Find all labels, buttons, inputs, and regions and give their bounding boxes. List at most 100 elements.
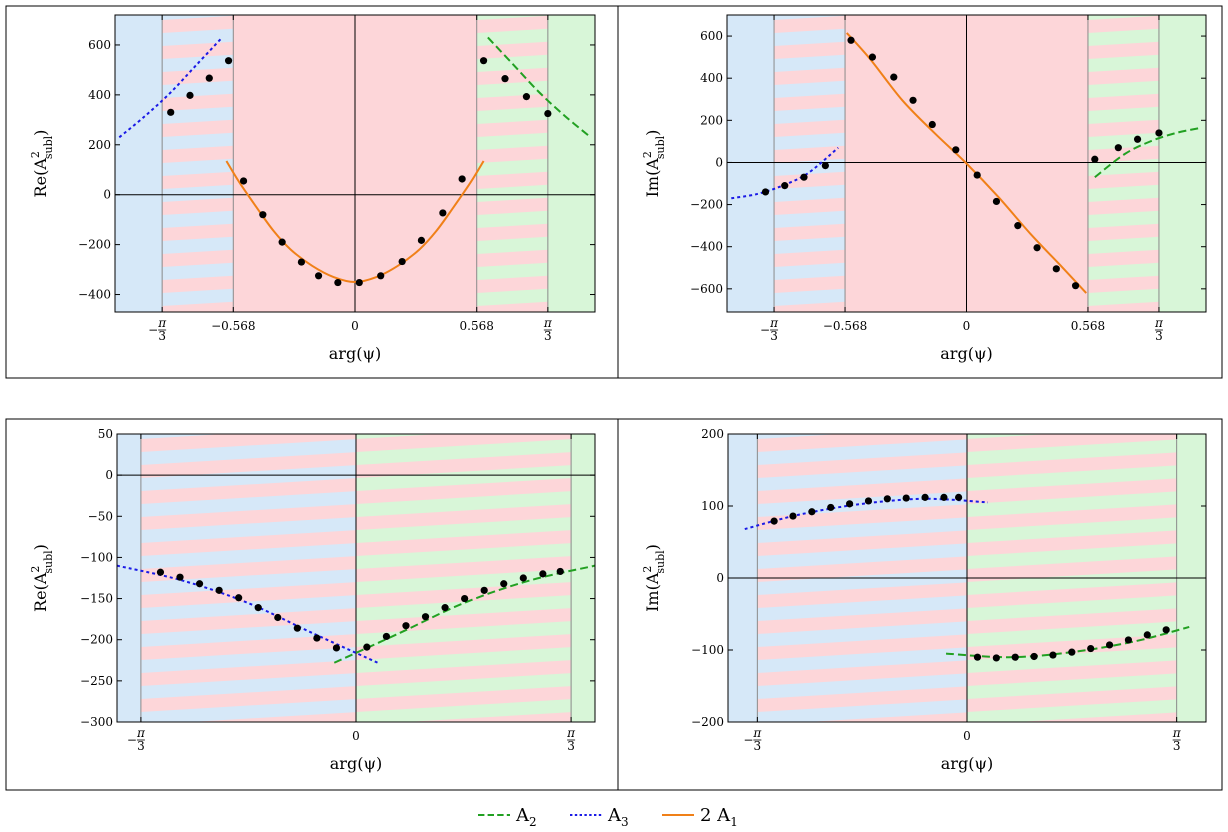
svg-text:3: 3: [1155, 329, 1163, 343]
data-point: [239, 177, 248, 185]
region-stripe: [967, 434, 1051, 439]
region-stripe: [162, 158, 234, 176]
region-stripe: [356, 699, 572, 722]
data-point: [973, 653, 982, 661]
data-point: [1087, 644, 1095, 653]
region-stripe: [140, 517, 356, 543]
region-stripe: [476, 106, 548, 124]
data-point: [1030, 652, 1038, 661]
legend-item-A2: A2: [478, 805, 537, 829]
region-stripe: [356, 439, 572, 465]
y-tick-label: 200: [88, 138, 111, 152]
region-stripe: [162, 288, 234, 306]
region-stripe: [967, 725, 1177, 751]
data-point: [522, 93, 531, 101]
svg-text:π: π: [157, 316, 167, 330]
region-stripe: [967, 569, 1177, 595]
data-point: [363, 643, 371, 651]
data-point: [398, 257, 406, 266]
legend-item-A1: 2 A1: [662, 805, 738, 829]
region-stripe: [757, 673, 967, 699]
region-stripe: [1088, 341, 1159, 358]
region-stripe: [774, 15, 846, 20]
region-stripe: [356, 434, 440, 439]
region-stripe: [356, 387, 571, 413]
x-axis-title: arg(ψ): [330, 754, 382, 773]
region-stripe: [967, 465, 1177, 491]
data-point: [1105, 641, 1114, 649]
region-stripe: [967, 439, 1177, 465]
region-stripe: [967, 751, 1177, 777]
region-stripe: [162, 28, 234, 46]
region-stripe: [967, 491, 1177, 517]
data-point: [781, 182, 789, 190]
region-stripe: [162, 236, 234, 254]
region-stripe: [477, 341, 548, 358]
region-stripe: [476, 262, 548, 280]
data-point: [1143, 631, 1151, 639]
region-stripe: [757, 725, 967, 751]
data-point: [544, 109, 552, 118]
y-tick-label: 0: [103, 188, 111, 202]
svg-text:π: π: [136, 726, 146, 740]
region-stripe: [140, 569, 356, 595]
region-blue-edge: [727, 15, 775, 312]
region-stripe: [141, 725, 356, 751]
region-stripe: [140, 673, 356, 699]
series-line-A2: [487, 36, 592, 139]
data-point: [827, 503, 835, 512]
region-stripe: [1087, 54, 1159, 72]
y-tick-label: 0: [105, 468, 113, 482]
region-stripe: [356, 543, 572, 569]
data-point: [940, 493, 948, 501]
data-point: [215, 586, 223, 594]
data-point: [461, 594, 469, 603]
region-stripe: [1087, 28, 1159, 46]
data-point: [992, 197, 1001, 206]
data-point: [1052, 265, 1060, 273]
region-stripe: [476, 80, 548, 98]
data-point: [1133, 135, 1142, 143]
data-point: [355, 278, 363, 287]
region-stripe: [1087, 158, 1159, 176]
data-point: [274, 613, 282, 622]
svg-text:−: −: [148, 323, 158, 337]
region-stripe: [140, 491, 356, 517]
y-tick-label: −200: [78, 238, 111, 252]
region-stripe: [476, 236, 548, 254]
region-stripe: [967, 387, 1177, 413]
x-tick-label-fraction: π3: [566, 726, 576, 753]
data-point: [761, 188, 770, 196]
x-tick-label-fraction: π3: [1172, 726, 1182, 753]
svg-text:π: π: [769, 316, 779, 330]
region-stripe: [476, 184, 548, 202]
data-point: [205, 74, 213, 82]
region-stripe: [162, 80, 234, 98]
x-tick-label-fraction: − π3: [148, 316, 167, 343]
data-point: [195, 580, 204, 588]
x-tick-label: 0: [963, 319, 971, 333]
data-point: [868, 53, 877, 61]
data-point: [1014, 222, 1022, 230]
data-point: [921, 493, 929, 501]
region-stripe: [1088, 367, 1159, 384]
data-point: [1124, 636, 1133, 644]
data-point: [500, 580, 508, 588]
data-point: [1011, 653, 1019, 661]
y-tick-label: 100: [701, 499, 724, 513]
region-stripe: [141, 361, 356, 387]
x-tick-label: −0.568: [823, 319, 867, 333]
region-stripe: [757, 517, 967, 543]
region-stripe: [757, 569, 967, 595]
region-stripe: [1087, 184, 1159, 202]
data-point: [1071, 282, 1080, 290]
data-point: [800, 173, 808, 181]
region-stripe: [356, 647, 572, 673]
data-point: [808, 508, 816, 516]
region-stripe: [356, 595, 572, 621]
region-stripe: [476, 210, 548, 228]
legend-label: A3: [607, 805, 629, 829]
region-stripe: [140, 434, 225, 439]
